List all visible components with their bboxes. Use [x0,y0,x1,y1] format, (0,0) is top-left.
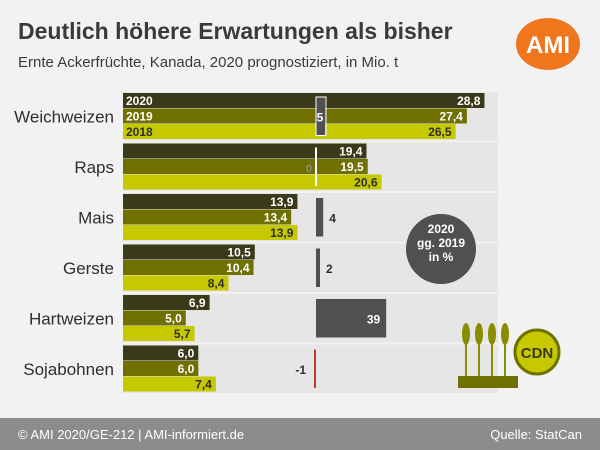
category-label: Gerste [63,259,114,278]
ami-logo-mark: AMI [526,32,570,59]
badge-text: 2020 [428,222,455,236]
data-label: 6,0 [178,362,195,376]
bar-chart: Weichweizen28,8202027,4201926,520185Raps… [14,92,561,393]
bar-2020 [123,295,210,310]
cdn-label: CDN [521,345,554,362]
bar-2019 [123,260,254,275]
legend-label-2020: 2020 [126,94,153,108]
change-legend-badge [406,214,476,284]
bar-2019 [123,361,199,376]
ami-logo: AMI [516,18,580,70]
data-label: 19,4 [339,145,363,159]
bar-2019 [123,209,292,225]
wheat-ear-icon [488,323,496,345]
data-label: 7,4 [195,378,212,392]
category-label: Mais [78,208,114,227]
legend-label-2018: 2018 [126,125,153,139]
wheat-ear-icon [475,323,483,345]
data-label: 13,4 [264,211,288,225]
data-label: 20,6 [354,176,378,190]
footer-bar: © AMI 2020/GE-212 | AMI-informiert.de Qu… [0,418,600,450]
legend-label-2019: 2019 [126,110,153,124]
wheat-ear-icon [501,323,509,345]
bar-2020 [123,194,298,209]
badge-text: in % [429,250,454,264]
category-label: Raps [74,158,114,177]
footer-source: Quelle: StatCan [490,427,582,442]
data-label: 13,9 [270,226,294,240]
change-label: 4 [329,211,336,225]
category-label: Hartweizen [29,309,114,328]
bar-2018 [123,174,382,190]
change-bar [316,299,387,338]
data-label: 8,4 [208,277,225,291]
chart-title: Deutlich höhere Erwartungen als bisher [18,18,453,44]
change-bar [316,198,324,237]
data-label: 6,0 [178,347,195,361]
change-label: 0 [306,163,312,175]
bar-2020 [123,143,367,159]
bar-2020 [123,244,255,260]
change-bar [316,248,320,287]
category-label: Weichweizen [14,107,114,126]
data-label: 27,4 [440,110,464,124]
badge-text: gg. 2019 [417,236,465,250]
change-label: 5 [317,110,324,124]
bar-2018 [123,326,195,341]
bar-2019 [123,159,368,174]
change-bar [316,97,325,136]
ami-logo-text: AMI [526,32,570,59]
cdn-emblem [513,328,561,376]
bar-2018 [123,124,456,139]
data-label: 10,5 [227,246,251,260]
data-label: 19,5 [340,160,364,174]
chart-subtitle: Ernte Ackerfrüchte, Kanada, 2020 prognos… [18,54,399,71]
bar-2018 [123,376,216,392]
data-label: 6,9 [189,296,206,310]
data-label: 5,0 [165,312,182,326]
bar-2018 [123,275,229,291]
data-label: 5,7 [174,327,191,341]
data-label: 28,8 [457,94,481,108]
data-label: 13,9 [270,195,294,209]
field-icon-ground [458,376,518,388]
change-bar-outline [315,96,327,136]
data-label: 26,5 [428,125,452,139]
change-label: 2 [326,262,333,276]
change-label: -1 [295,363,306,377]
wheat-ear-icon [462,323,470,345]
bar-2020 [123,345,199,361]
bar-2019 [123,310,186,326]
footer-copyright: © AMI 2020/GE-212 | AMI-informiert.de [18,427,245,442]
category-label: Sojabohnen [23,360,114,379]
bar-2019 [123,108,467,124]
data-label: 10,4 [226,261,250,275]
change-bar-zero [315,147,317,186]
bar-2018 [123,225,298,240]
bar-2020 [123,93,485,108]
change-bar-negative [314,349,316,388]
change-label: 39 [367,312,381,326]
